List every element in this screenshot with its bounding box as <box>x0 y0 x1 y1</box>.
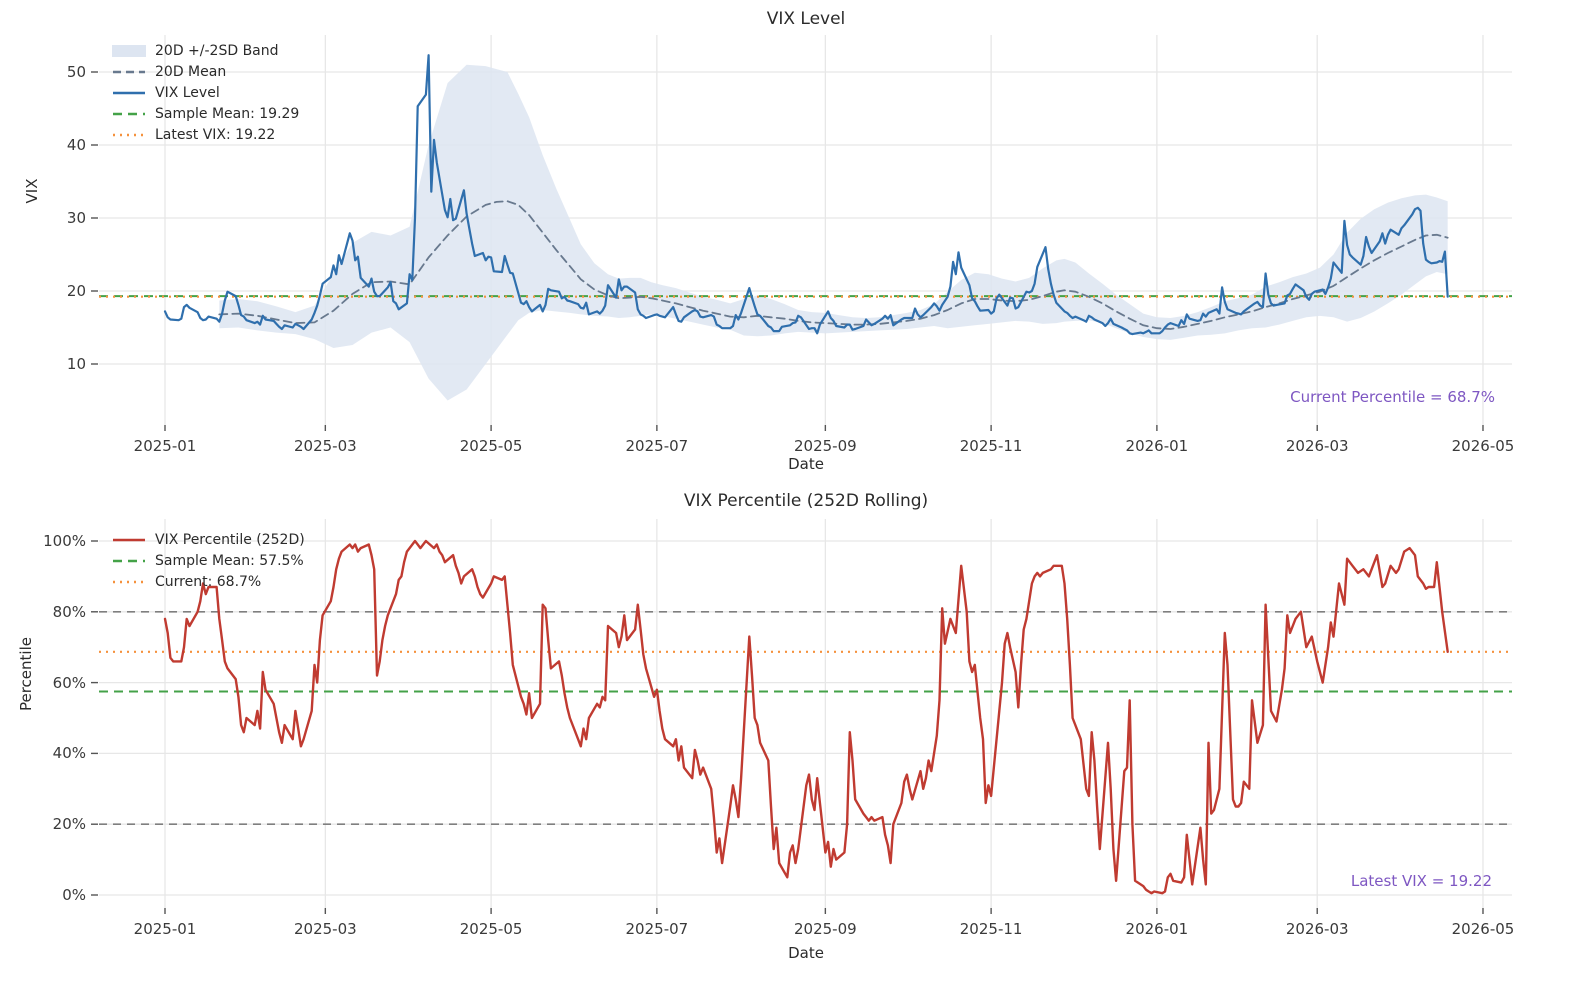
vix-percentile-252d--line <box>163 539 1449 895</box>
x-tick-label: 2026-03 <box>1285 437 1349 455</box>
legend-swatch-dotted-orange <box>113 580 145 583</box>
bottom-chart-xlabel: Date <box>788 944 824 962</box>
bottom-chart-legend: VIX Percentile (252D) Sample Mean: 57.5% C… <box>112 531 305 590</box>
y-tick-label: 10 <box>66 355 86 373</box>
current-percentile-annotation: Current Percentile = 68.7% <box>1290 388 1495 406</box>
legend-swatch-solid-red <box>113 538 145 541</box>
x-tick-label: 2026-05 <box>1451 920 1515 938</box>
legend-label: Current: 68.7% <box>155 573 262 590</box>
y-tick-label: 0% <box>62 886 86 904</box>
x-tick-label: 2026-01 <box>1125 920 1189 938</box>
y-tick-label: 40% <box>52 744 86 763</box>
x-tick-label: 2025-11 <box>959 920 1023 938</box>
legend-item: VIX Level <box>112 84 299 101</box>
x-tick-label: 2025-01 <box>133 437 197 455</box>
y-tick-label: 80% <box>52 602 86 621</box>
20d-mean-line <box>218 200 1449 330</box>
y-tick-label: 20% <box>52 815 86 834</box>
y-tick-label: 100% <box>43 532 86 550</box>
y-tick-label: 60% <box>52 673 86 692</box>
legend-label: 20D Mean <box>155 63 227 80</box>
legend-item: VIX Percentile (252D) <box>112 531 305 548</box>
legend-item: Current: 68.7% <box>112 573 305 590</box>
y-tick-label: 30 <box>66 209 86 227</box>
x-tick-label: 2026-01 <box>1125 437 1189 455</box>
bottom-chart-title: VIX Percentile (252D Rolling) <box>683 491 929 511</box>
x-tick-label: 2025-11 <box>959 437 1023 455</box>
top-chart-xlabel: Date <box>788 455 824 473</box>
y-tick-label: 20 <box>66 282 86 300</box>
x-tick-label: 2025-09 <box>794 920 857 938</box>
legend-item: Sample Mean: 57.5% <box>112 552 305 569</box>
x-tick-label: 2026-03 <box>1285 920 1349 938</box>
legend-label: Latest VIX: 19.22 <box>155 126 276 143</box>
legend-swatch-band <box>112 44 146 57</box>
x-tick-label: 2025-05 <box>459 437 523 455</box>
legend-label: 20D +/-2SD Band <box>155 42 279 59</box>
x-tick-label: 2025-05 <box>459 920 523 938</box>
x-tick-label: 2025-09 <box>794 437 857 455</box>
legend-item: 20D +/-2SD Band <box>112 42 299 59</box>
top-chart-legend: 20D +/-2SD Band 20D Mean VIX Level Sample M… <box>112 42 299 143</box>
legend-label: VIX Level <box>155 84 220 101</box>
top-chart-title: VIX Level <box>766 9 846 29</box>
latest-vix-annotation: Latest VIX = 19.22 <box>1350 872 1492 890</box>
legend-item: 20D Mean <box>112 63 299 80</box>
legend-label: Sample Mean: 19.29 <box>155 105 300 122</box>
vix-level-line <box>163 54 1449 336</box>
x-tick-label: 2025-03 <box>293 437 357 455</box>
y-tick-label: 40 <box>66 136 86 154</box>
x-tick-label: 2025-07 <box>625 920 689 938</box>
legend-item: Latest VIX: 19.22 <box>112 126 299 143</box>
x-tick-label: 2025-01 <box>133 920 197 938</box>
legend-item: Sample Mean: 19.29 <box>112 105 299 122</box>
legend-label: Sample Mean: 57.5% <box>155 552 304 569</box>
sd-band <box>219 64 1448 401</box>
legend-swatch-dashed-green <box>113 559 145 562</box>
legend-label: VIX Percentile (252D) <box>155 531 305 548</box>
legend-swatch-dotted-orange <box>113 133 145 136</box>
legend-swatch-dashed-green <box>113 112 145 115</box>
legend-swatch-solid-blue <box>113 91 145 94</box>
x-tick-label: 2025-07 <box>625 437 689 455</box>
x-tick-label: 2025-03 <box>293 920 357 938</box>
legend-swatch-dashed-bluegray <box>113 70 145 73</box>
x-tick-label: 2026-05 <box>1451 437 1515 455</box>
y-tick-label: 50 <box>66 63 86 81</box>
